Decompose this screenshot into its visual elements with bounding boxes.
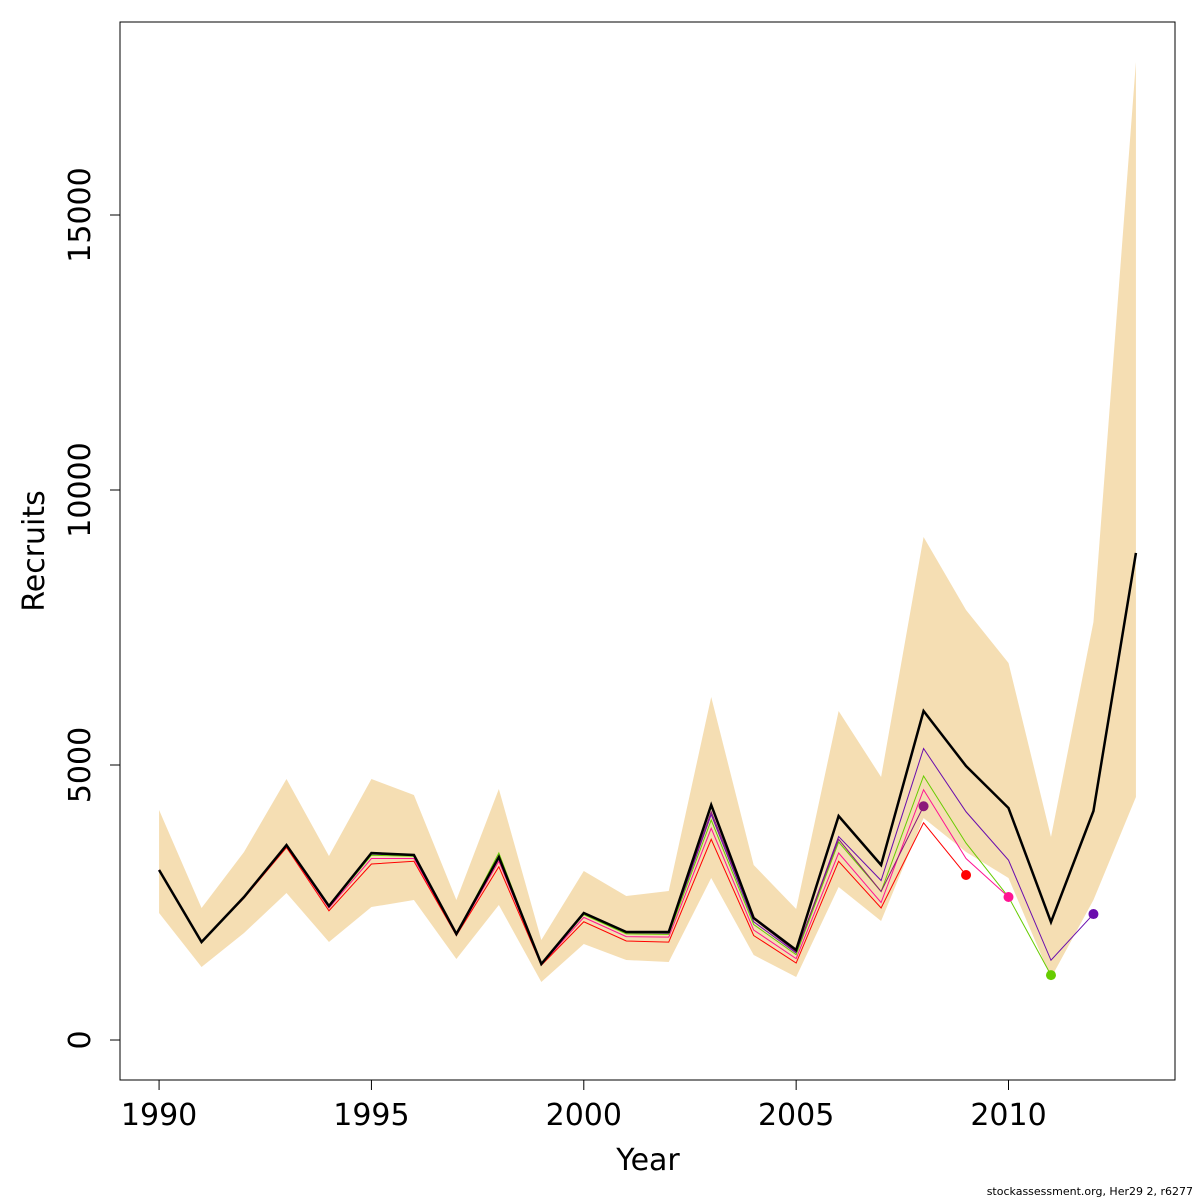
y-tick-label: 0 bbox=[63, 1030, 98, 1049]
x-tick-label: 2005 bbox=[758, 1098, 834, 1133]
x-tick-label: 1990 bbox=[121, 1098, 197, 1133]
end-point bbox=[961, 870, 972, 881]
end-point bbox=[1045, 970, 1056, 981]
x-tick-label: 2000 bbox=[546, 1098, 622, 1133]
confidence-band bbox=[159, 61, 1136, 982]
x-tick-label: 1995 bbox=[333, 1098, 409, 1133]
plot-frame bbox=[119, 21, 1176, 1081]
end-point bbox=[1088, 909, 1099, 920]
x-tick-label: 2010 bbox=[970, 1098, 1046, 1133]
end-point bbox=[918, 801, 929, 812]
footer: stockassessment.org, Her29 2, r6277 bbox=[987, 1185, 1193, 1198]
y-tick-label: 15000 bbox=[63, 167, 98, 262]
x-axis-label: Year bbox=[615, 1143, 680, 1178]
retro-line bbox=[158, 821, 967, 967]
y-tick-label: 10000 bbox=[63, 442, 98, 537]
y-tick-label: 5000 bbox=[63, 727, 98, 803]
y-axis-label: Recruits bbox=[17, 490, 52, 612]
main-line bbox=[157, 552, 1138, 967]
end-point bbox=[1003, 892, 1014, 903]
